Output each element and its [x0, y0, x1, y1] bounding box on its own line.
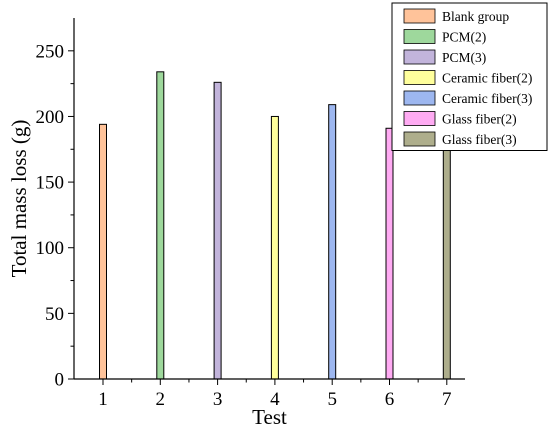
bar-6	[385, 127, 394, 380]
y-tick-label: 200	[36, 107, 65, 128]
y-axis-title: Total mass loss (g)	[7, 120, 31, 278]
x-tick-label: 1	[98, 389, 108, 410]
x-tick-label: 6	[385, 389, 395, 410]
legend-label: Ceramic fiber(3)	[442, 91, 532, 106]
axes-group	[73, 18, 465, 380]
legend-label: Ceramic fiber(2)	[442, 71, 532, 86]
legend-swatch	[403, 111, 436, 126]
y-tick-label: 100	[36, 238, 65, 259]
y-tick-label: 50	[45, 304, 64, 325]
bar-5	[328, 104, 337, 380]
y-tick-label: 150	[36, 173, 65, 194]
x-tick-label: 7	[442, 389, 452, 410]
bar-2	[156, 71, 165, 380]
bar-3	[213, 81, 222, 380]
legend-label: PCM(3)	[442, 50, 486, 65]
legend-label: Glass fiber(3)	[442, 132, 517, 147]
y-tick-label: 250	[36, 41, 65, 62]
x-tick-label: 2	[156, 389, 166, 410]
bar-4	[270, 115, 279, 380]
legend: Blank group PCM(2) PCM(3) Ceramic fiber(2) C…	[391, 2, 548, 151]
bar-7	[442, 139, 451, 380]
legend-swatch	[403, 49, 436, 65]
legend-label: PCM(2)	[442, 30, 486, 45]
legend-label: Glass fiber(2)	[442, 112, 517, 127]
y-tick-label: 0	[55, 370, 65, 391]
x-tick-label: 3	[213, 389, 223, 410]
legend-swatch	[403, 131, 436, 147]
x-tick-label: 4	[270, 389, 280, 410]
bar-1	[99, 123, 107, 380]
legend-swatch	[403, 29, 436, 44]
x-axis-title: Test	[252, 405, 287, 429]
legend-swatch	[403, 90, 436, 106]
legend-swatch	[403, 70, 436, 85]
legend-label: Blank group	[442, 9, 509, 24]
ticks-group: 0 50 100 150 200 250 1 2 3 4 5 6 7	[36, 41, 452, 410]
x-tick-label: 5	[327, 389, 337, 410]
legend-swatch	[403, 8, 436, 24]
